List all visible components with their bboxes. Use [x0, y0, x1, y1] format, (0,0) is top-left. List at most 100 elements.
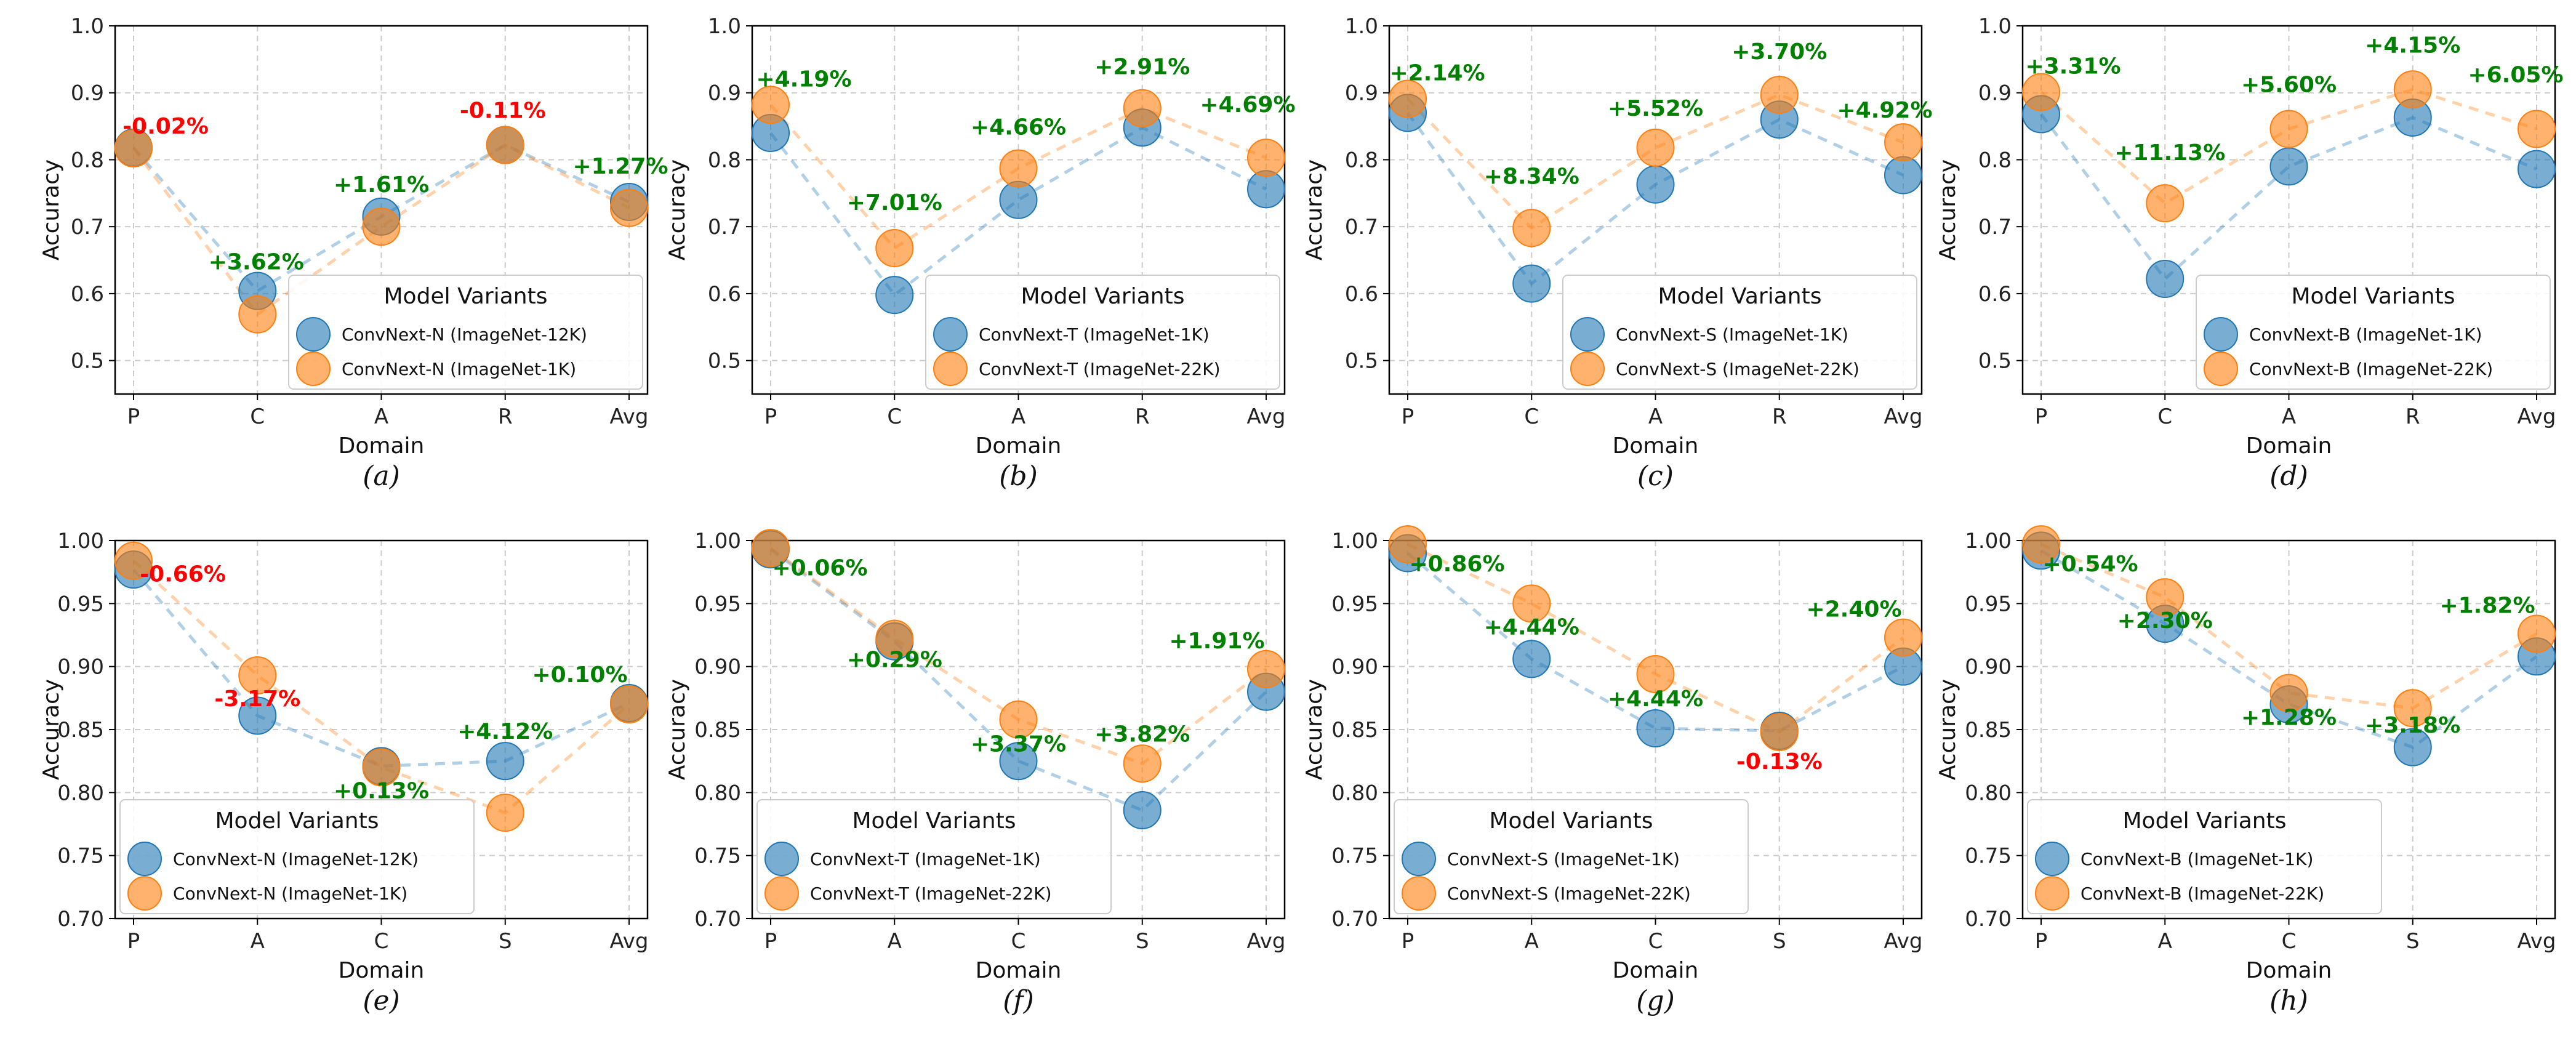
x-tick-label: S — [1773, 929, 1786, 954]
delta-label: +3.82% — [1094, 722, 1190, 747]
data-point-s1 — [1884, 156, 1922, 195]
x-tick-label: R — [2405, 404, 2420, 429]
delta-label: +11.13% — [2114, 140, 2225, 166]
y-axis-label: Accuracy — [39, 159, 64, 260]
x-tick-label: Avg — [2518, 404, 2556, 429]
x-tick-label: C — [1524, 404, 1539, 429]
delta-label: +1.61% — [334, 172, 429, 198]
x-tick-label: S — [1136, 929, 1149, 954]
legend-box — [288, 275, 643, 390]
chart-panel-e: 0.70 0.75 0.80 0.85 0.90 0.95 1.00 P A C S Avg -0.66… — [39, 529, 648, 1016]
x-axis-label: Domain — [976, 958, 1062, 983]
data-point-s2 — [362, 207, 401, 246]
y-tick-label: 0.9 — [1345, 81, 1378, 106]
series-line-1 — [132, 568, 630, 768]
legend-entry: ConvNext-T (ImageNet-22K) — [979, 359, 1221, 379]
panel-label: (a) — [363, 461, 400, 492]
y-tick-label: 0.6 — [1978, 282, 2012, 307]
x-tick-label: A — [2158, 929, 2172, 954]
data-point-s2 — [999, 149, 1038, 188]
legend-box — [925, 275, 1280, 390]
y-tick-label: 0.75 — [1965, 844, 2012, 869]
delta-label: +5.52% — [1608, 96, 1703, 121]
legend-marker-2 — [1402, 876, 1436, 911]
legend-marker-1 — [1402, 842, 1436, 876]
y-tick-label: 0.90 — [57, 655, 104, 680]
delta-label: +2.14% — [1389, 61, 1485, 86]
legend-entry: ConvNext-B (ImageNet-22K) — [2080, 883, 2324, 904]
data-point-s1 — [2518, 150, 2556, 188]
data-point-s2 — [2269, 110, 2308, 148]
data-point-s2 — [2518, 110, 2556, 148]
data-point-s2 — [486, 126, 524, 164]
legend-entry: ConvNext-T (ImageNet-22K) — [810, 883, 1052, 904]
data-point-s2 — [238, 295, 277, 334]
delta-label: +6.05% — [2468, 62, 2563, 87]
legend-title: Model Variants — [1658, 284, 1822, 309]
x-tick-label: P — [764, 929, 777, 954]
legend: Model Variants ConvNext-B (ImageNet-1K) Co… — [2027, 799, 2382, 914]
legend-box — [2196, 275, 2551, 390]
delta-label: +3.37% — [971, 732, 1066, 757]
data-point-s1 — [2393, 728, 2432, 766]
panel-label: (b) — [999, 461, 1038, 492]
data-point-s2 — [2393, 689, 2432, 728]
y-tick-label: 1.00 — [694, 529, 741, 553]
y-tick-label: 0.8 — [71, 148, 104, 172]
legend-marker-1 — [1570, 317, 1605, 352]
data-point-s2 — [1512, 584, 1551, 623]
legend-entry: ConvNext-B (ImageNet-1K) — [2080, 849, 2313, 869]
data-point-s2 — [2146, 578, 2185, 617]
data-point-s1 — [1636, 709, 1675, 747]
delta-label: +2.30% — [2117, 608, 2213, 634]
legend-title: Model Variants — [853, 808, 1016, 834]
delta-label: +4.12% — [457, 719, 553, 744]
y-tick-label: 0.9 — [1978, 81, 2012, 106]
chart-panel-b: 0.5 0.6 0.7 0.8 0.9 1.0 P C A R Avg +4.19% +7.01% +4.… — [665, 14, 1296, 492]
y-tick-label: 0.95 — [1331, 592, 1378, 616]
series-line-1 — [1406, 552, 1904, 733]
legend: Model Variants ConvNext-B (ImageNet-1K) Co… — [2196, 275, 2551, 390]
legend-entry: ConvNext-N (ImageNet-1K) — [173, 883, 407, 904]
delta-label: +4.44% — [1484, 614, 1579, 640]
y-tick-label: 1.0 — [708, 14, 741, 39]
data-point-s1 — [2269, 147, 2308, 186]
delta-label: +4.66% — [971, 115, 1066, 140]
legend-entry: ConvNext-S (ImageNet-1K) — [1447, 849, 1680, 869]
y-axis-label: Accuracy — [1935, 159, 1960, 260]
data-point-s2 — [1123, 744, 1162, 783]
x-tick-label: P — [2035, 404, 2048, 429]
x-tick-label: P — [1402, 404, 1414, 429]
x-tick-label: Avg — [610, 929, 649, 954]
y-axis-label: Accuracy — [1302, 679, 1327, 780]
y-tick-label: 0.85 — [694, 718, 741, 742]
data-point-s1 — [486, 742, 524, 781]
series-line-2 — [132, 559, 630, 815]
delta-label: +3.18% — [2365, 713, 2460, 738]
legend-box — [1394, 799, 1749, 914]
legend-entry: ConvNext-N (ImageNet-12K) — [173, 849, 419, 869]
x-tick-label: A — [251, 929, 265, 954]
panel-label: (f) — [1003, 985, 1034, 1016]
series-line-2 — [132, 143, 630, 317]
y-tick-label: 0.90 — [1965, 655, 2012, 680]
chart-panel-a: 0.5 0.6 0.7 0.8 0.9 1.0 P C A R Avg -0.02% +3.62% +1.… — [39, 14, 668, 492]
delta-label: -0.02% — [122, 114, 209, 139]
plot-frame — [2021, 25, 2556, 395]
legend-marker-2 — [2204, 352, 2238, 386]
y-axis-label: Accuracy — [665, 679, 690, 780]
y-tick-label: 0.9 — [708, 81, 741, 106]
x-tick-label: A — [2282, 404, 2296, 429]
plot-frame — [751, 539, 1286, 920]
legend-marker-2 — [764, 876, 799, 911]
chart-panel-g: 0.70 0.75 0.80 0.85 0.90 0.95 1.00 P A C S Avg +0.86… — [1302, 525, 1922, 1016]
chart-panel-f: 0.70 0.75 0.80 0.85 0.90 0.95 1.00 P A C S Avg +0.06… — [665, 529, 1285, 1016]
plot-frame — [1388, 25, 1923, 395]
plot-frame — [751, 25, 1286, 395]
x-axis-label: Domain — [976, 433, 1062, 459]
legend: Model Variants ConvNext-T (ImageNet-1K) Co… — [756, 799, 1112, 914]
legend-entry: ConvNext-T (ImageNet-1K) — [979, 324, 1210, 345]
x-tick-label: Avg — [610, 404, 649, 429]
y-tick-label: 0.70 — [1965, 907, 2012, 931]
data-point-s2 — [2146, 184, 2185, 223]
